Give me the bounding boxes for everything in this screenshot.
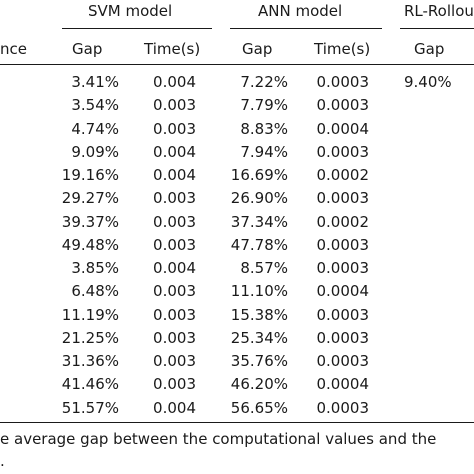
- ann-gap-cell: 11.10%: [230, 282, 288, 300]
- ann-gap-cell: 7.79%: [240, 96, 288, 114]
- ann-gap-cell: 7.22%: [240, 73, 288, 91]
- bottom-rule: [0, 422, 474, 423]
- ann-gap-cell: 47.78%: [230, 236, 288, 254]
- svm-gap-cell: 29.27%: [61, 189, 119, 207]
- svm-time-cell: 0.004: [153, 73, 196, 91]
- ann-time-cell: 0.0003: [316, 329, 370, 347]
- svm-time-cell: 0.004: [153, 399, 196, 417]
- svm-time-cell: 0.003: [153, 189, 196, 207]
- svm-time-cell: 0.003: [153, 120, 196, 138]
- group-rule-svm: [62, 28, 212, 29]
- group-header-rl: RL-Rollou: [404, 2, 474, 20]
- svm-gap-cell: 31.36%: [61, 352, 119, 370]
- ann-gap-cell: 8.83%: [240, 120, 288, 138]
- svm-gap-cell: 3.54%: [71, 96, 119, 114]
- col-header-rl-gap: Gap: [414, 40, 445, 58]
- col-header-svm-gap: Gap: [72, 40, 103, 58]
- col-header-ann-time: Time(s): [314, 40, 371, 58]
- ann-gap-cell: 37.34%: [230, 213, 288, 231]
- group-header-svm: SVM model: [88, 2, 173, 20]
- svm-gap-cell: 3.41%: [71, 73, 119, 91]
- svm-gap-cell: 6.48%: [71, 282, 119, 300]
- footnote-line-1: e average gap between the computational …: [0, 430, 437, 448]
- svm-gap-cell: 9.09%: [71, 143, 119, 161]
- group-rule-rl: [400, 28, 474, 29]
- ann-gap-cell: 8.57%: [240, 259, 288, 277]
- ann-time-cell: 0.0003: [316, 259, 370, 277]
- svm-time-cell: 0.003: [153, 236, 196, 254]
- svm-time-cell: 0.003: [153, 329, 196, 347]
- svm-time-cell: 0.003: [153, 282, 196, 300]
- ann-gap-cell: 56.65%: [230, 399, 288, 417]
- svm-gap-cell: 49.48%: [61, 236, 119, 254]
- ann-time-cell: 0.0003: [316, 306, 370, 324]
- svm-gap-cell: 11.19%: [61, 306, 119, 324]
- ann-time-cell: 0.0003: [316, 236, 370, 254]
- ann-time-cell: 0.0003: [316, 73, 370, 91]
- svm-gap-cell: 21.25%: [61, 329, 119, 347]
- svm-time-cell: 0.004: [153, 143, 196, 161]
- footnote-line-2: .: [0, 452, 5, 470]
- ann-gap-cell: 16.69%: [230, 166, 288, 184]
- ann-gap-cell: 7.94%: [240, 143, 288, 161]
- ann-time-cell: 0.0003: [316, 96, 370, 114]
- svm-time-cell: 0.003: [153, 375, 196, 393]
- ann-time-cell: 0.0003: [316, 399, 370, 417]
- ann-time-cell: 0.0004: [316, 282, 370, 300]
- svm-time-cell: 0.003: [153, 306, 196, 324]
- ann-time-cell: 0.0003: [316, 352, 370, 370]
- ann-time-cell: 0.0002: [316, 166, 370, 184]
- svm-time-cell: 0.004: [153, 166, 196, 184]
- svm-time-cell: 0.004: [153, 259, 196, 277]
- svm-gap-cell: 3.85%: [71, 259, 119, 277]
- ann-time-cell: 0.0003: [316, 143, 370, 161]
- ann-gap-cell: 35.76%: [230, 352, 288, 370]
- col-header-instance: nce: [0, 40, 27, 58]
- svm-time-cell: 0.003: [153, 213, 196, 231]
- group-header-ann: ANN model: [258, 2, 343, 20]
- svm-gap-cell: 39.37%: [61, 213, 119, 231]
- ann-time-cell: 0.0003: [316, 189, 370, 207]
- svm-gap-cell: 19.16%: [61, 166, 119, 184]
- header-rule: [0, 64, 474, 65]
- group-rule-ann: [230, 28, 382, 29]
- ann-gap-cell: 26.90%: [230, 189, 288, 207]
- svm-time-cell: 0.003: [153, 96, 196, 114]
- ann-gap-cell: 15.38%: [230, 306, 288, 324]
- ann-time-cell: 0.0004: [316, 120, 370, 138]
- ann-gap-cell: 25.34%: [230, 329, 288, 347]
- svm-gap-cell: 51.57%: [61, 399, 119, 417]
- svm-gap-cell: 41.46%: [61, 375, 119, 393]
- svm-time-cell: 0.003: [153, 352, 196, 370]
- ann-time-cell: 0.0002: [316, 213, 370, 231]
- col-header-svm-time: Time(s): [144, 40, 201, 58]
- ann-time-cell: 0.0004: [316, 375, 370, 393]
- rl-gap-cell: 9.40%: [404, 73, 452, 91]
- svm-gap-cell: 4.74%: [71, 120, 119, 138]
- col-header-ann-gap: Gap: [242, 40, 273, 58]
- ann-gap-cell: 46.20%: [230, 375, 288, 393]
